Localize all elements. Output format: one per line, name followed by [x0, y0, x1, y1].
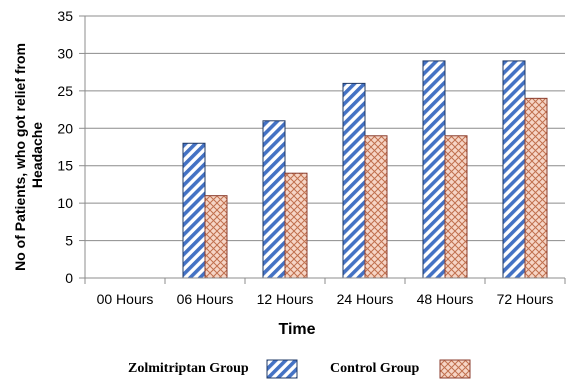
bar [182, 142, 206, 279]
y-tick-label: 0 [65, 270, 73, 286]
bar [524, 97, 548, 279]
bar [502, 60, 526, 279]
y-tick-label: 25 [57, 83, 73, 99]
bar [204, 195, 228, 279]
y-tick-label: 20 [57, 120, 73, 136]
tick-labels: 0 5 10 15 20 25 30 35 00 Hours 06 Hours 12 Hours 24… [57, 8, 553, 307]
legend: Zolmitriptan Group Control Group [128, 359, 471, 379]
x-tick-label: 12 Hours [257, 291, 314, 307]
bar [422, 60, 446, 279]
bar [342, 82, 366, 279]
x-tick-label: 06 Hours [177, 291, 234, 307]
x-tick-label: 72 Hours [497, 291, 554, 307]
x-axis-title: Time [278, 321, 315, 338]
legend-label-zolmitriptan: Zolmitriptan Group [128, 361, 249, 376]
y-tick-label: 15 [57, 158, 73, 174]
x-tick-label: 48 Hours [417, 291, 474, 307]
legend-label-control: Control Group [330, 361, 420, 376]
legend-swatch-control [439, 359, 471, 379]
x-tick-label: 00 Hours [97, 291, 154, 307]
y-tick-label: 30 [57, 45, 73, 61]
y-axis-title-group: No of Patients, who got relief from Head… [12, 39, 45, 271]
y-tick-label: 35 [57, 8, 73, 24]
bar [364, 135, 388, 279]
bars [182, 60, 548, 279]
bar [444, 135, 468, 279]
axes [79, 15, 566, 284]
y-tick-label: 10 [57, 195, 73, 211]
bar [262, 120, 286, 279]
bar [284, 172, 308, 279]
y-tick-label: 5 [65, 233, 73, 249]
x-tick-label: 24 Hours [337, 291, 394, 307]
gridlines [85, 15, 565, 279]
y-axis-title: No of Patients, who got relief from Head… [12, 39, 45, 271]
legend-swatch-zolmitriptan [266, 359, 298, 379]
